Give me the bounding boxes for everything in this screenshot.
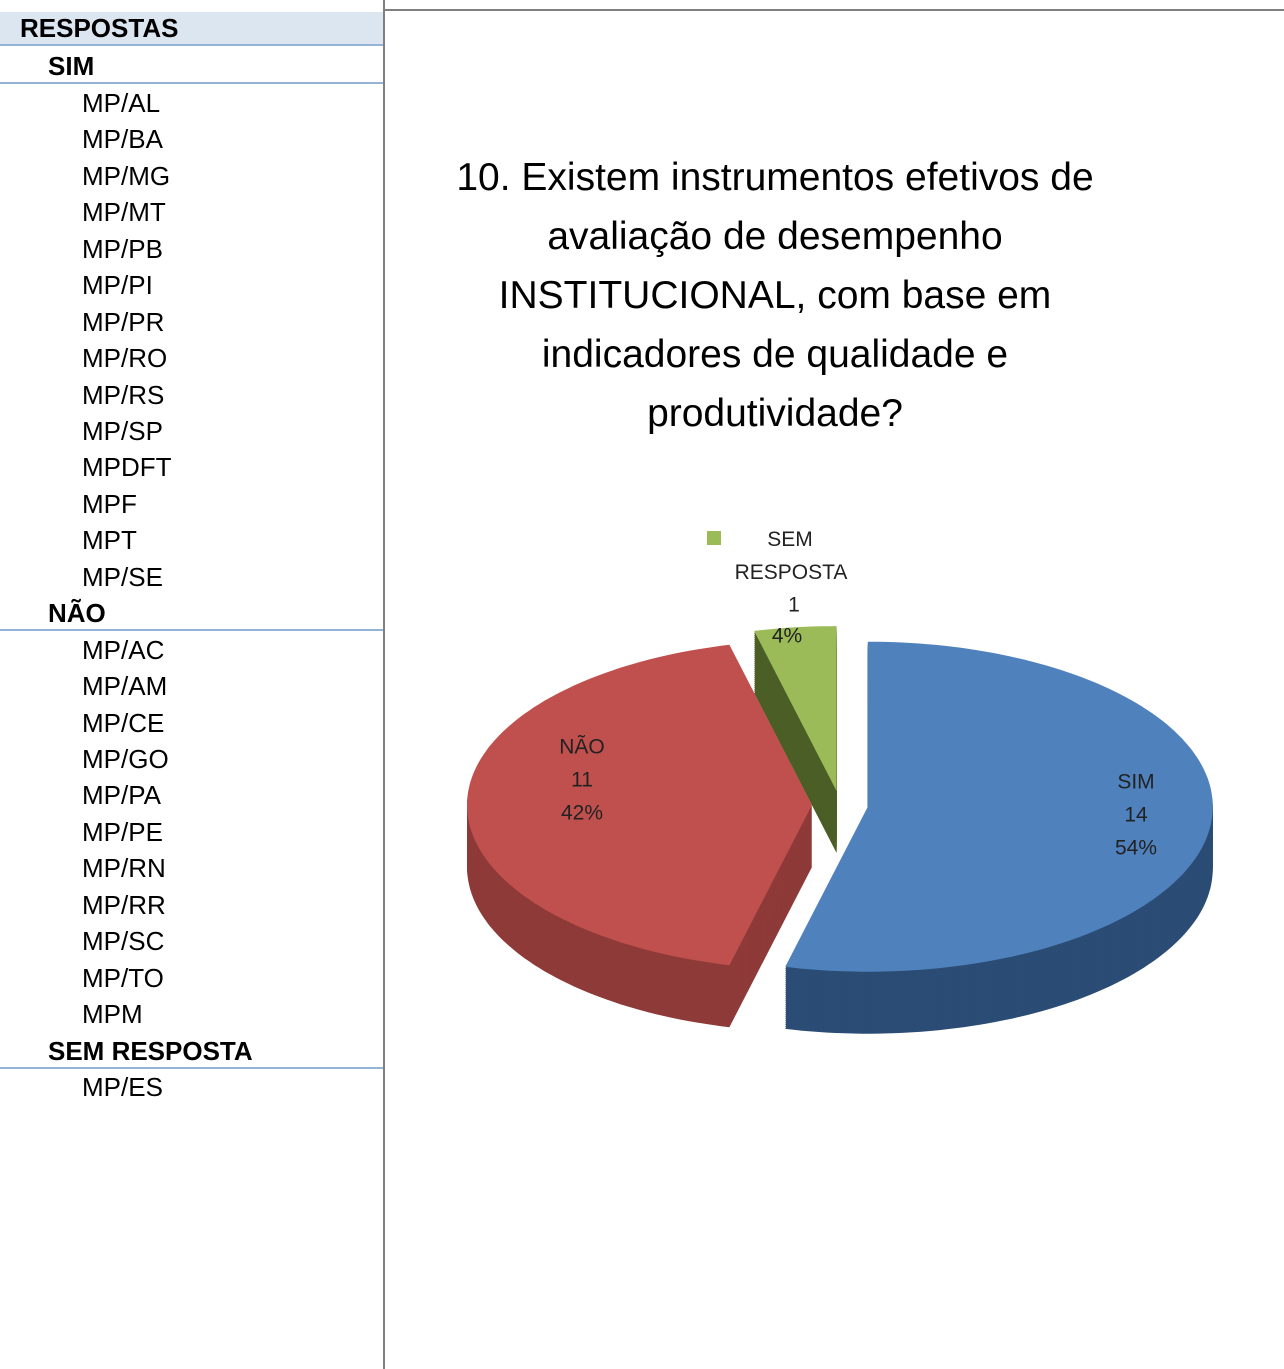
data-label-value: 1 xyxy=(788,594,800,617)
data-label-percent: 54% xyxy=(1115,837,1157,860)
response-list: RESPOSTAS SIM MP/AL MP/BA MP/MG MP/MT MP/PB MP/… xyxy=(0,0,385,1369)
pie-slice xyxy=(754,626,837,792)
item-label: MP/PI xyxy=(82,270,153,301)
frame-line xyxy=(385,9,1284,11)
item-label: MP/PA xyxy=(82,780,161,811)
item-label: MP/PE xyxy=(82,816,163,847)
data-label-percent: 4% xyxy=(772,625,802,648)
item-label: MP/RO xyxy=(82,343,168,374)
pie-slice xyxy=(785,641,1213,972)
item-label: MP/CE xyxy=(82,707,165,738)
item-label: MPM xyxy=(82,999,143,1030)
item-label: MP/MG xyxy=(82,160,171,191)
item-label: MP/AC xyxy=(82,634,165,665)
table-header: RESPOSTAS xyxy=(0,12,383,46)
group-label: SEM RESPOSTA xyxy=(0,1033,383,1069)
item-label: MP/GO xyxy=(82,744,169,774)
group-label: NÃO xyxy=(0,595,383,632)
data-label-category: NÃO xyxy=(559,735,605,759)
data-label-percent: 42% xyxy=(561,802,603,825)
item-label: MPDFT xyxy=(82,452,172,483)
item-label: MP/RN xyxy=(82,853,166,884)
item-label: MP/PR xyxy=(82,306,165,337)
item-label: MP/PB xyxy=(82,233,163,264)
item-label: MP/BA xyxy=(82,124,163,155)
item-label: MP/MT xyxy=(82,197,166,228)
item-label: MP/RS xyxy=(82,379,165,410)
data-label-category: SEM RESPOSTA xyxy=(735,528,848,584)
item-label: MPT xyxy=(82,525,137,556)
chart-title: 10. Existem instrumentos efetivos de ava… xyxy=(456,156,1094,435)
item-label: MP/SP xyxy=(82,415,163,446)
data-label-value: 14 xyxy=(1124,804,1148,827)
item-label: MP/SC xyxy=(82,926,165,957)
item-label: MP/SE xyxy=(82,561,163,592)
data-label-value: 11 xyxy=(571,769,593,792)
item-label: MP/AL xyxy=(82,87,161,118)
data-label-category: SIM xyxy=(1117,771,1154,794)
item-label: MP/TO xyxy=(82,962,164,993)
item-label: MPF xyxy=(82,488,137,519)
legend-key xyxy=(707,531,721,545)
pie-slice xyxy=(467,644,812,966)
item-label: MP/ES xyxy=(82,1072,163,1103)
item-label: MP/RR xyxy=(82,889,166,920)
item-label: MP/AM xyxy=(82,671,168,702)
group-label: SIM xyxy=(0,48,383,85)
